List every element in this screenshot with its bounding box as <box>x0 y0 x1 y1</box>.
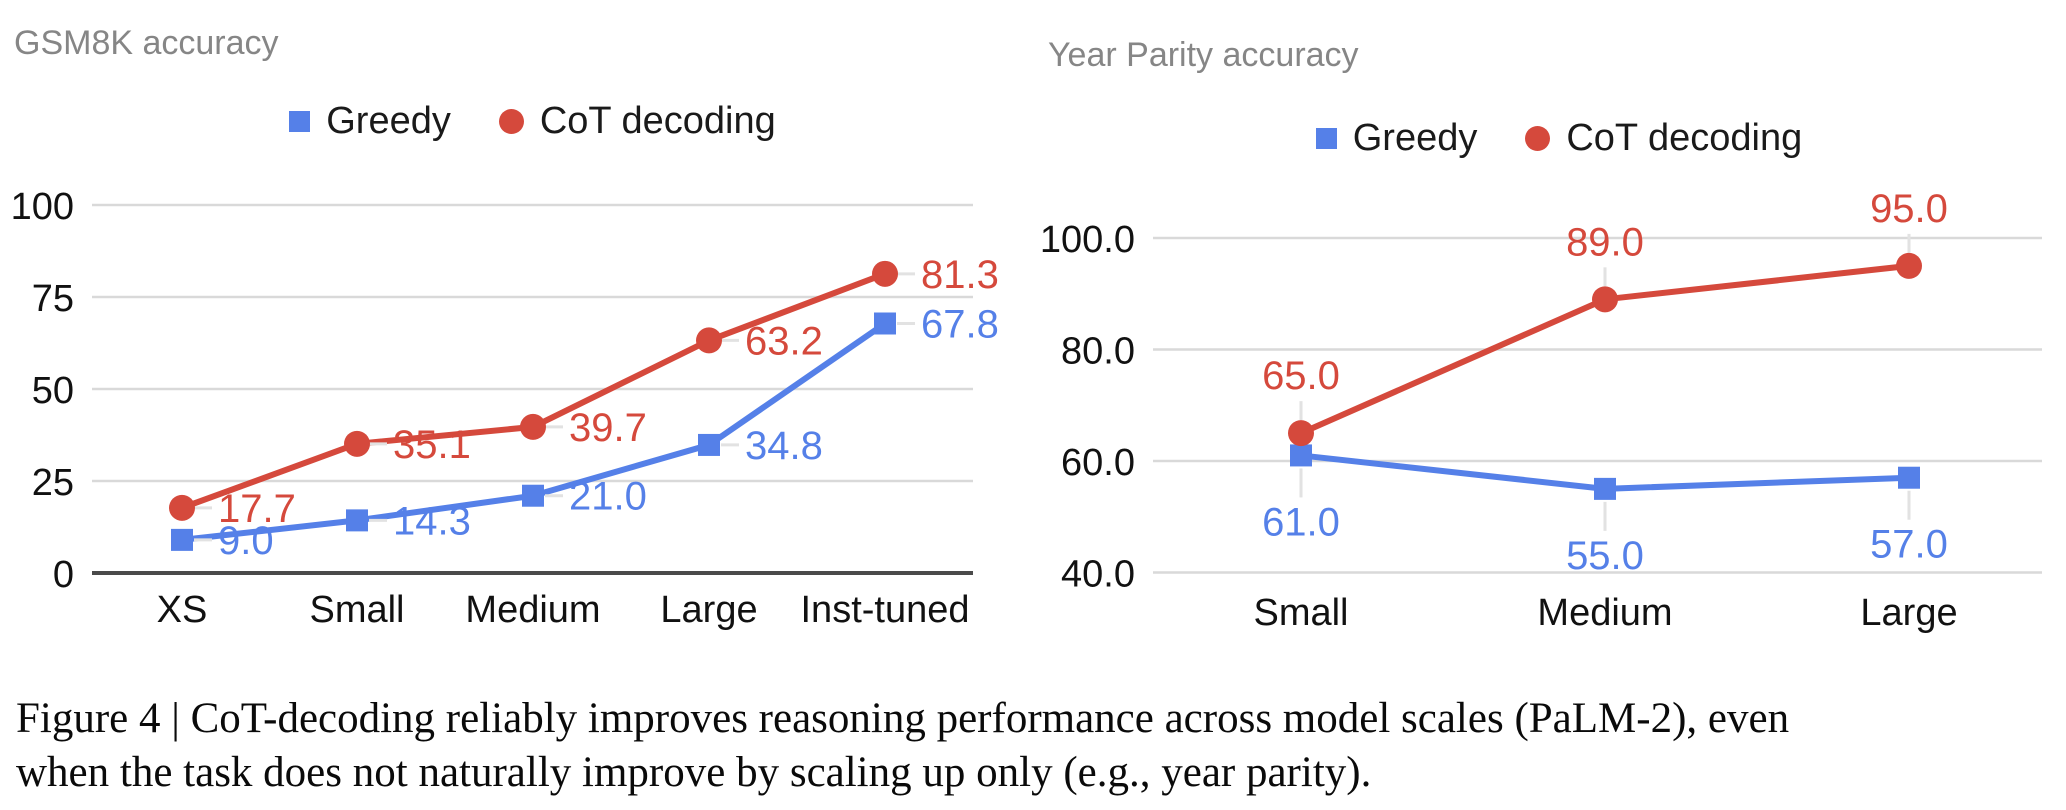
x-axis-label: Small <box>1253 592 1348 634</box>
data-point-marker-circle <box>344 430 370 457</box>
data-point-label: 9.0 <box>218 519 274 563</box>
data-point-marker-circle <box>520 413 546 440</box>
greedy-series-swatch-icon <box>289 111 311 132</box>
figure-caption: Figure 4 | CoT-decoding reliably improve… <box>16 692 2056 800</box>
y-tick-label: 50 <box>32 370 74 412</box>
x-axis-label: Small <box>309 589 404 631</box>
legend-gsm8k: Greedy CoT decoding <box>92 100 973 143</box>
data-point-label: 65.0 <box>1262 354 1340 398</box>
figure-caption-line-2: when the task does not naturally improve… <box>16 749 1372 796</box>
data-point-marker-square <box>1898 466 1920 489</box>
legend-item-greedy: Greedy <box>289 100 451 143</box>
legend-item-greedy: Greedy <box>1315 117 1478 160</box>
legend-label-cot-decoding: CoT decoding <box>539 100 776 142</box>
data-point-marker-circle <box>872 260 898 287</box>
chart-title-gsm8k: GSM8K accuracy <box>14 24 279 62</box>
data-point-marker-circle <box>696 327 722 354</box>
y-tick-label: 80.0 <box>1061 331 1135 373</box>
data-point-marker-square <box>522 484 544 507</box>
x-axis-label: XS <box>157 589 208 631</box>
figure-caption-line-1: Figure 4 | CoT-decoding reliably improve… <box>16 695 1790 742</box>
y-tick-label: 40.0 <box>1061 554 1135 596</box>
data-point-label: 39.7 <box>569 406 647 450</box>
cot-series-swatch-icon <box>498 109 524 134</box>
data-point-label: 63.2 <box>745 319 823 363</box>
data-point-label: 55.0 <box>1566 534 1644 578</box>
y-tick-label: 60.0 <box>1061 442 1135 484</box>
data-point-marker-square <box>171 528 193 551</box>
y-tick-label: 25 <box>32 462 74 504</box>
cot-series-swatch-icon <box>1525 126 1551 151</box>
data-point-marker-square <box>1594 477 1616 500</box>
x-axis-label: Inst-tuned <box>801 589 970 631</box>
data-point-marker-circle <box>1288 420 1314 447</box>
data-point-label: 95.0 <box>1870 187 1948 231</box>
data-point-marker-square <box>874 312 896 335</box>
legend-year-parity: Greedy CoT decoding <box>1153 117 1965 160</box>
data-point-label: 21.0 <box>569 475 647 519</box>
legend-label-greedy: Greedy <box>1352 117 1478 159</box>
data-point-marker-square <box>698 433 720 456</box>
legend-label-cot-decoding: CoT decoding <box>1566 117 1803 159</box>
y-tick-label: 75 <box>32 278 74 320</box>
data-point-label: 67.8 <box>921 302 999 346</box>
chart-title-year-parity: Year Parity accuracy <box>1048 36 1359 74</box>
data-point-marker-square <box>346 509 368 532</box>
y-tick-label: 0 <box>53 554 74 596</box>
data-point-label: 34.8 <box>745 424 823 468</box>
data-point-label: 17.7 <box>218 487 296 531</box>
x-axis-label: Large <box>660 589 757 631</box>
legend-label-greedy: Greedy <box>326 100 451 142</box>
data-point-label: 61.0 <box>1262 500 1340 544</box>
data-point-label: 57.0 <box>1870 523 1948 567</box>
x-axis-label: Medium <box>1537 592 1672 634</box>
series-line-cot-decoding <box>179 270 888 511</box>
x-axis-label: Medium <box>465 589 600 631</box>
y-tick-label: 100 <box>11 186 74 228</box>
x-axis-label: Large <box>1860 592 1957 634</box>
data-point-label: 14.3 <box>393 499 471 543</box>
greedy-series-swatch-icon <box>1315 128 1337 149</box>
data-point-marker-square <box>1290 444 1312 467</box>
data-point-label: 89.0 <box>1566 220 1644 264</box>
data-point-marker-circle <box>169 494 195 521</box>
data-point-marker-circle <box>1592 286 1618 313</box>
legend-item-cot-decoding: CoT decoding <box>1525 117 1802 160</box>
y-tick-label: 100.0 <box>1040 219 1135 261</box>
data-point-marker-circle <box>1896 252 1922 279</box>
data-point-label: 81.3 <box>921 253 999 297</box>
legend-item-cot-decoding: CoT decoding <box>498 100 776 143</box>
data-point-label: 35.1 <box>393 423 471 467</box>
